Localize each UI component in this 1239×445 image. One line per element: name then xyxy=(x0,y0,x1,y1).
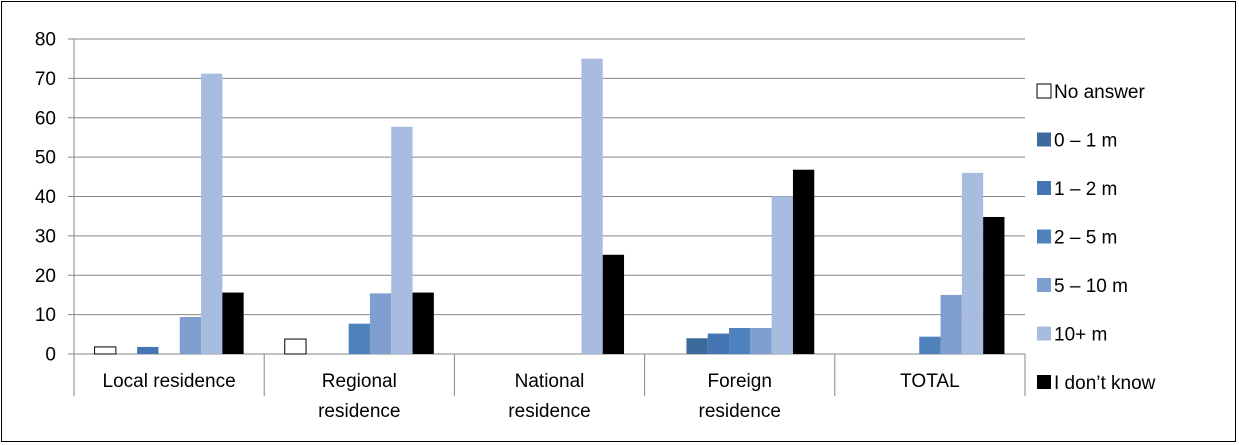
legend-swatch xyxy=(1037,326,1051,341)
legend-label: I don’t know xyxy=(1054,373,1156,394)
bar xyxy=(729,328,751,354)
bar xyxy=(201,73,223,355)
legend: No answer 0 – 1 m 1 – 2 m 2 – 5 m 5 – 10 m 10… xyxy=(1036,82,1156,394)
bar xyxy=(771,196,793,354)
y-tick-label: 30 xyxy=(35,226,56,247)
legend-swatch xyxy=(1037,278,1051,292)
y-tick-label: 70 xyxy=(35,69,56,90)
y-tick-label: 0 xyxy=(45,345,56,366)
y-tick-label: 20 xyxy=(35,266,56,287)
bar xyxy=(412,292,434,354)
category-label: Foreign residence xyxy=(699,371,781,422)
legend-label: 1 – 2 m xyxy=(1054,179,1117,200)
y-tick-label: 60 xyxy=(35,108,56,129)
legend-label: No answer xyxy=(1054,82,1145,103)
y-tick-label: 10 xyxy=(35,305,56,326)
y-tick-label: 50 xyxy=(35,148,56,169)
bars xyxy=(94,58,1005,355)
bar xyxy=(391,126,413,355)
bar xyxy=(284,338,307,355)
gridlines xyxy=(74,38,1025,316)
legend-swatch xyxy=(1037,181,1051,195)
legend-swatch xyxy=(1037,229,1051,244)
bar xyxy=(940,294,962,354)
bar xyxy=(983,216,1005,354)
bar xyxy=(348,323,370,354)
category-label: Local residence xyxy=(103,371,236,392)
bar xyxy=(919,336,941,354)
bar xyxy=(686,338,708,354)
legend-label: 10+ m xyxy=(1054,325,1107,346)
bar xyxy=(137,346,159,354)
bar xyxy=(222,292,244,354)
y-tick-label: 80 xyxy=(35,30,56,51)
category-label: TOTAL xyxy=(900,371,959,392)
bar xyxy=(581,58,603,354)
bar xyxy=(369,293,392,354)
category-label: Regional residence xyxy=(318,371,400,422)
legend-label: 2 – 5 m xyxy=(1054,228,1117,249)
bar xyxy=(961,172,984,354)
bar xyxy=(792,169,815,354)
legend-label: 0 – 1 m xyxy=(1054,131,1117,152)
legend-swatch xyxy=(1037,375,1051,389)
bar xyxy=(707,333,730,354)
legend-swatch xyxy=(1036,83,1052,99)
y-tick-label: 40 xyxy=(35,187,56,208)
legend-label: 5 – 10 m xyxy=(1054,276,1128,297)
category-label: National residence xyxy=(508,371,590,422)
bar xyxy=(94,346,117,355)
axes: 0 10 20 30 40 50 60 70 80 Local residence Regional… xyxy=(35,30,1026,422)
bar xyxy=(602,254,625,354)
legend-swatch xyxy=(1037,132,1051,147)
bar xyxy=(179,316,202,354)
bar xyxy=(750,328,772,354)
